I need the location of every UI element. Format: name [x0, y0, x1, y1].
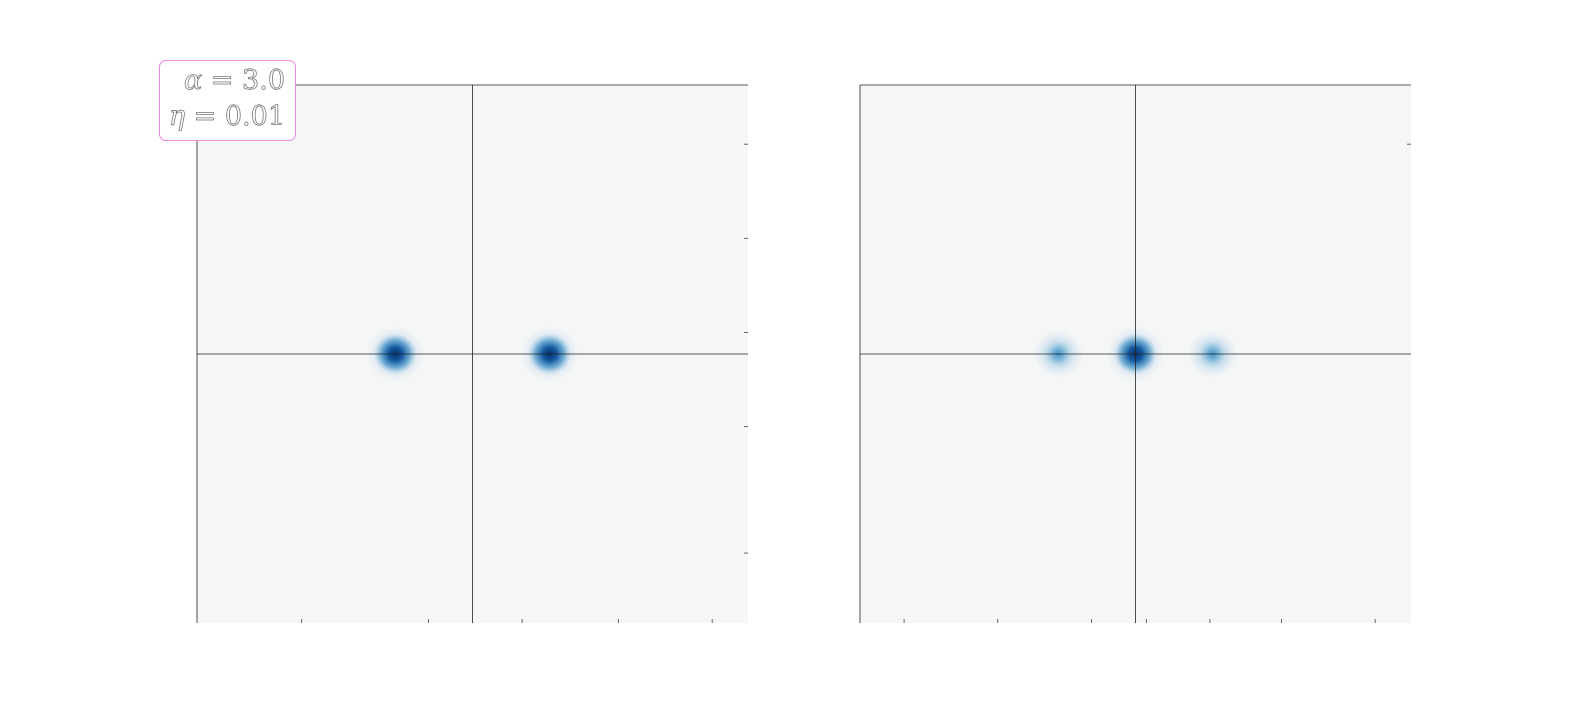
parameter-annotation-box: α = 3.0 η = 0.01	[159, 60, 296, 141]
eta-symbol: η	[168, 101, 186, 133]
alpha-value: = 3.0	[202, 65, 285, 97]
alpha-line: α = 3.0	[160, 63, 286, 99]
heatmap-panel-left	[196, 84, 748, 623]
alpha-symbol: α	[184, 65, 203, 97]
heatmap-panel-right	[859, 84, 1411, 623]
eta-line: η = 0.01	[160, 99, 286, 135]
eta-value: = 0.01	[185, 101, 285, 133]
